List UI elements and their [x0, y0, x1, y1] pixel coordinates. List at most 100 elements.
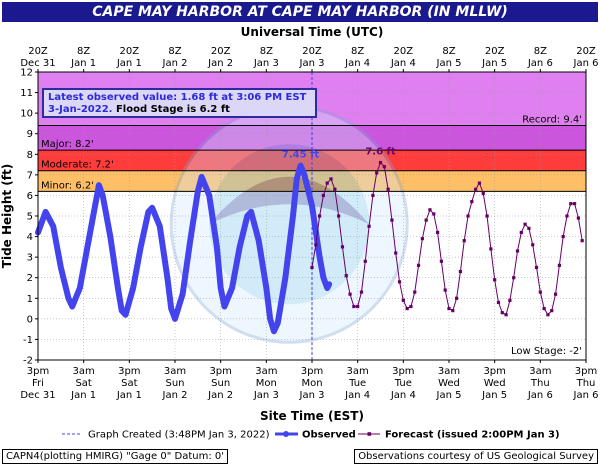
forecast-point	[458, 269, 463, 274]
forecast-point	[435, 230, 440, 235]
forecast-point	[531, 243, 535, 247]
threshold-label: Record: 9.4'	[522, 114, 582, 125]
forecast-point	[394, 251, 398, 255]
top-tick-label-date: Jan 5	[481, 58, 507, 69]
forecast-point	[470, 200, 474, 204]
forecast-point	[527, 226, 531, 230]
x-tick-label-day: Sat	[121, 378, 137, 389]
top-tick-label-time: 20Z	[485, 46, 505, 57]
x-tick-label-time: 3am	[347, 366, 369, 377]
x-tick-label-date: Jan 3	[253, 390, 279, 401]
forecast-point	[359, 290, 364, 294]
forecast-point	[489, 247, 493, 251]
y-axis-title: Tide Height (ft)	[0, 164, 14, 268]
peak-label: 7.6 ft	[365, 147, 396, 158]
legend-observed-label: Observed	[302, 430, 356, 441]
x-tick-label-day: Tue	[394, 378, 412, 389]
x-tick-label-date: Jan 4	[344, 390, 370, 401]
forecast-point	[466, 214, 470, 218]
x-tick-label-time: 3am	[255, 366, 277, 377]
forecast-point	[428, 208, 432, 212]
top-tick-label-time: 20Z	[576, 46, 596, 57]
forecast-point	[420, 237, 424, 241]
top-tick-label-date: Jan 4	[344, 58, 370, 69]
forecast-point	[512, 276, 516, 280]
forecast-point	[451, 309, 455, 313]
forecast-point	[378, 160, 383, 165]
forecast-point	[462, 239, 466, 243]
x-tick-label-date: Jan 5	[481, 390, 507, 401]
forecast-point	[337, 214, 341, 218]
legend-forecast-label: Forecast (issued 2:00PM Jan 3)	[385, 430, 560, 441]
forecast-point	[500, 311, 504, 315]
x-tick-label-time: 3pm	[392, 366, 414, 377]
top-tick-label-time: 8Z	[534, 46, 547, 57]
forecast-point	[496, 300, 501, 304]
top-tick-label-time: 20Z	[28, 46, 48, 57]
y-tick-label: 10	[20, 109, 33, 120]
observations-credit: Observations courtesy of US Geological S…	[354, 449, 598, 464]
top-tick-label-date: Jan 4	[390, 58, 416, 69]
latest-observed-date: 3-Jan-2022.	[48, 104, 113, 115]
x-tick-label-time: 3pm	[118, 366, 140, 377]
top-tick-label-time: 20Z	[120, 46, 140, 57]
forecast-point	[310, 265, 314, 270]
forecast-point	[523, 222, 527, 226]
x-tick-label-day: Thu	[576, 378, 596, 389]
forecast-point	[481, 191, 485, 195]
y-tick-label: 8	[27, 150, 33, 161]
threshold-label: Major: 8.2'	[41, 139, 94, 150]
x-tick-label-day: Sun	[165, 378, 184, 389]
forecast-point	[447, 306, 451, 311]
forecast-point	[504, 313, 508, 317]
top-tick-label-date: Jan 1	[116, 58, 142, 69]
y-tick-label: 6	[27, 191, 33, 202]
top-tick-label-time: 8Z	[351, 46, 364, 57]
x-tick-label-day: Mon	[256, 378, 277, 389]
y-tick-label: 5	[27, 212, 33, 223]
flood-stage-text: Flood Stage is 6.2 ft	[115, 104, 230, 115]
threshold-labels: Record: 9.4' Major: 8.2' Moderate: 7.2' Min…	[41, 114, 582, 357]
x-tick-label-day: Sat	[75, 378, 91, 389]
threshold-label: Low Stage: -2'	[511, 346, 582, 357]
x-tick-label-day: Thu	[530, 378, 550, 389]
threshold-label: Moderate: 7.2'	[41, 160, 114, 171]
top-tick-label-time: 20Z	[302, 46, 322, 57]
forecast-point	[371, 193, 375, 198]
forecast-point	[546, 313, 550, 317]
x-tick-label-day: Tue	[348, 378, 366, 389]
forecast-point	[409, 304, 413, 309]
y-tick-label: 7	[27, 170, 33, 181]
series-layer: 7.45 ft 7.6 ft	[35, 147, 584, 335]
forecast-point	[416, 263, 421, 267]
forecast-point	[405, 306, 409, 311]
forecast-point	[493, 278, 497, 282]
forecast-point	[314, 243, 318, 247]
forecast-point	[580, 239, 584, 243]
legend-graph-created-label: Graph Created (3:48PM Jan 3, 2022)	[88, 430, 270, 441]
forecast-point	[356, 304, 360, 309]
forecast-point	[413, 290, 417, 294]
x-tick-label-time: 3am	[438, 366, 460, 377]
forecast-point	[485, 214, 489, 218]
top-tick-label-time: 20Z	[211, 46, 231, 57]
gage-datum-note: CAPN4(plotting HMIRG) "Gage 0" Datum: 0'	[2, 449, 228, 464]
forecast-point	[352, 304, 356, 309]
x-tick-label-time: 3pm	[575, 366, 597, 377]
forecast-point	[367, 224, 371, 228]
y-tick-label: 11	[20, 88, 33, 99]
y-tick-label: 4	[27, 232, 33, 243]
observed-line	[35, 162, 333, 335]
x-tick-label-day: Wed	[438, 378, 460, 389]
legend-forecast-marker	[367, 432, 372, 436]
x-tick-label-day: Wed	[484, 378, 506, 389]
top-tick-label-time: 8Z	[260, 46, 273, 57]
forecast-point	[534, 265, 539, 270]
forecast-point	[443, 288, 447, 292]
forecast-point	[348, 292, 352, 296]
x-tick-label-day: Sun	[211, 378, 230, 389]
forecast-point	[333, 187, 337, 191]
forecast-point	[344, 274, 348, 278]
